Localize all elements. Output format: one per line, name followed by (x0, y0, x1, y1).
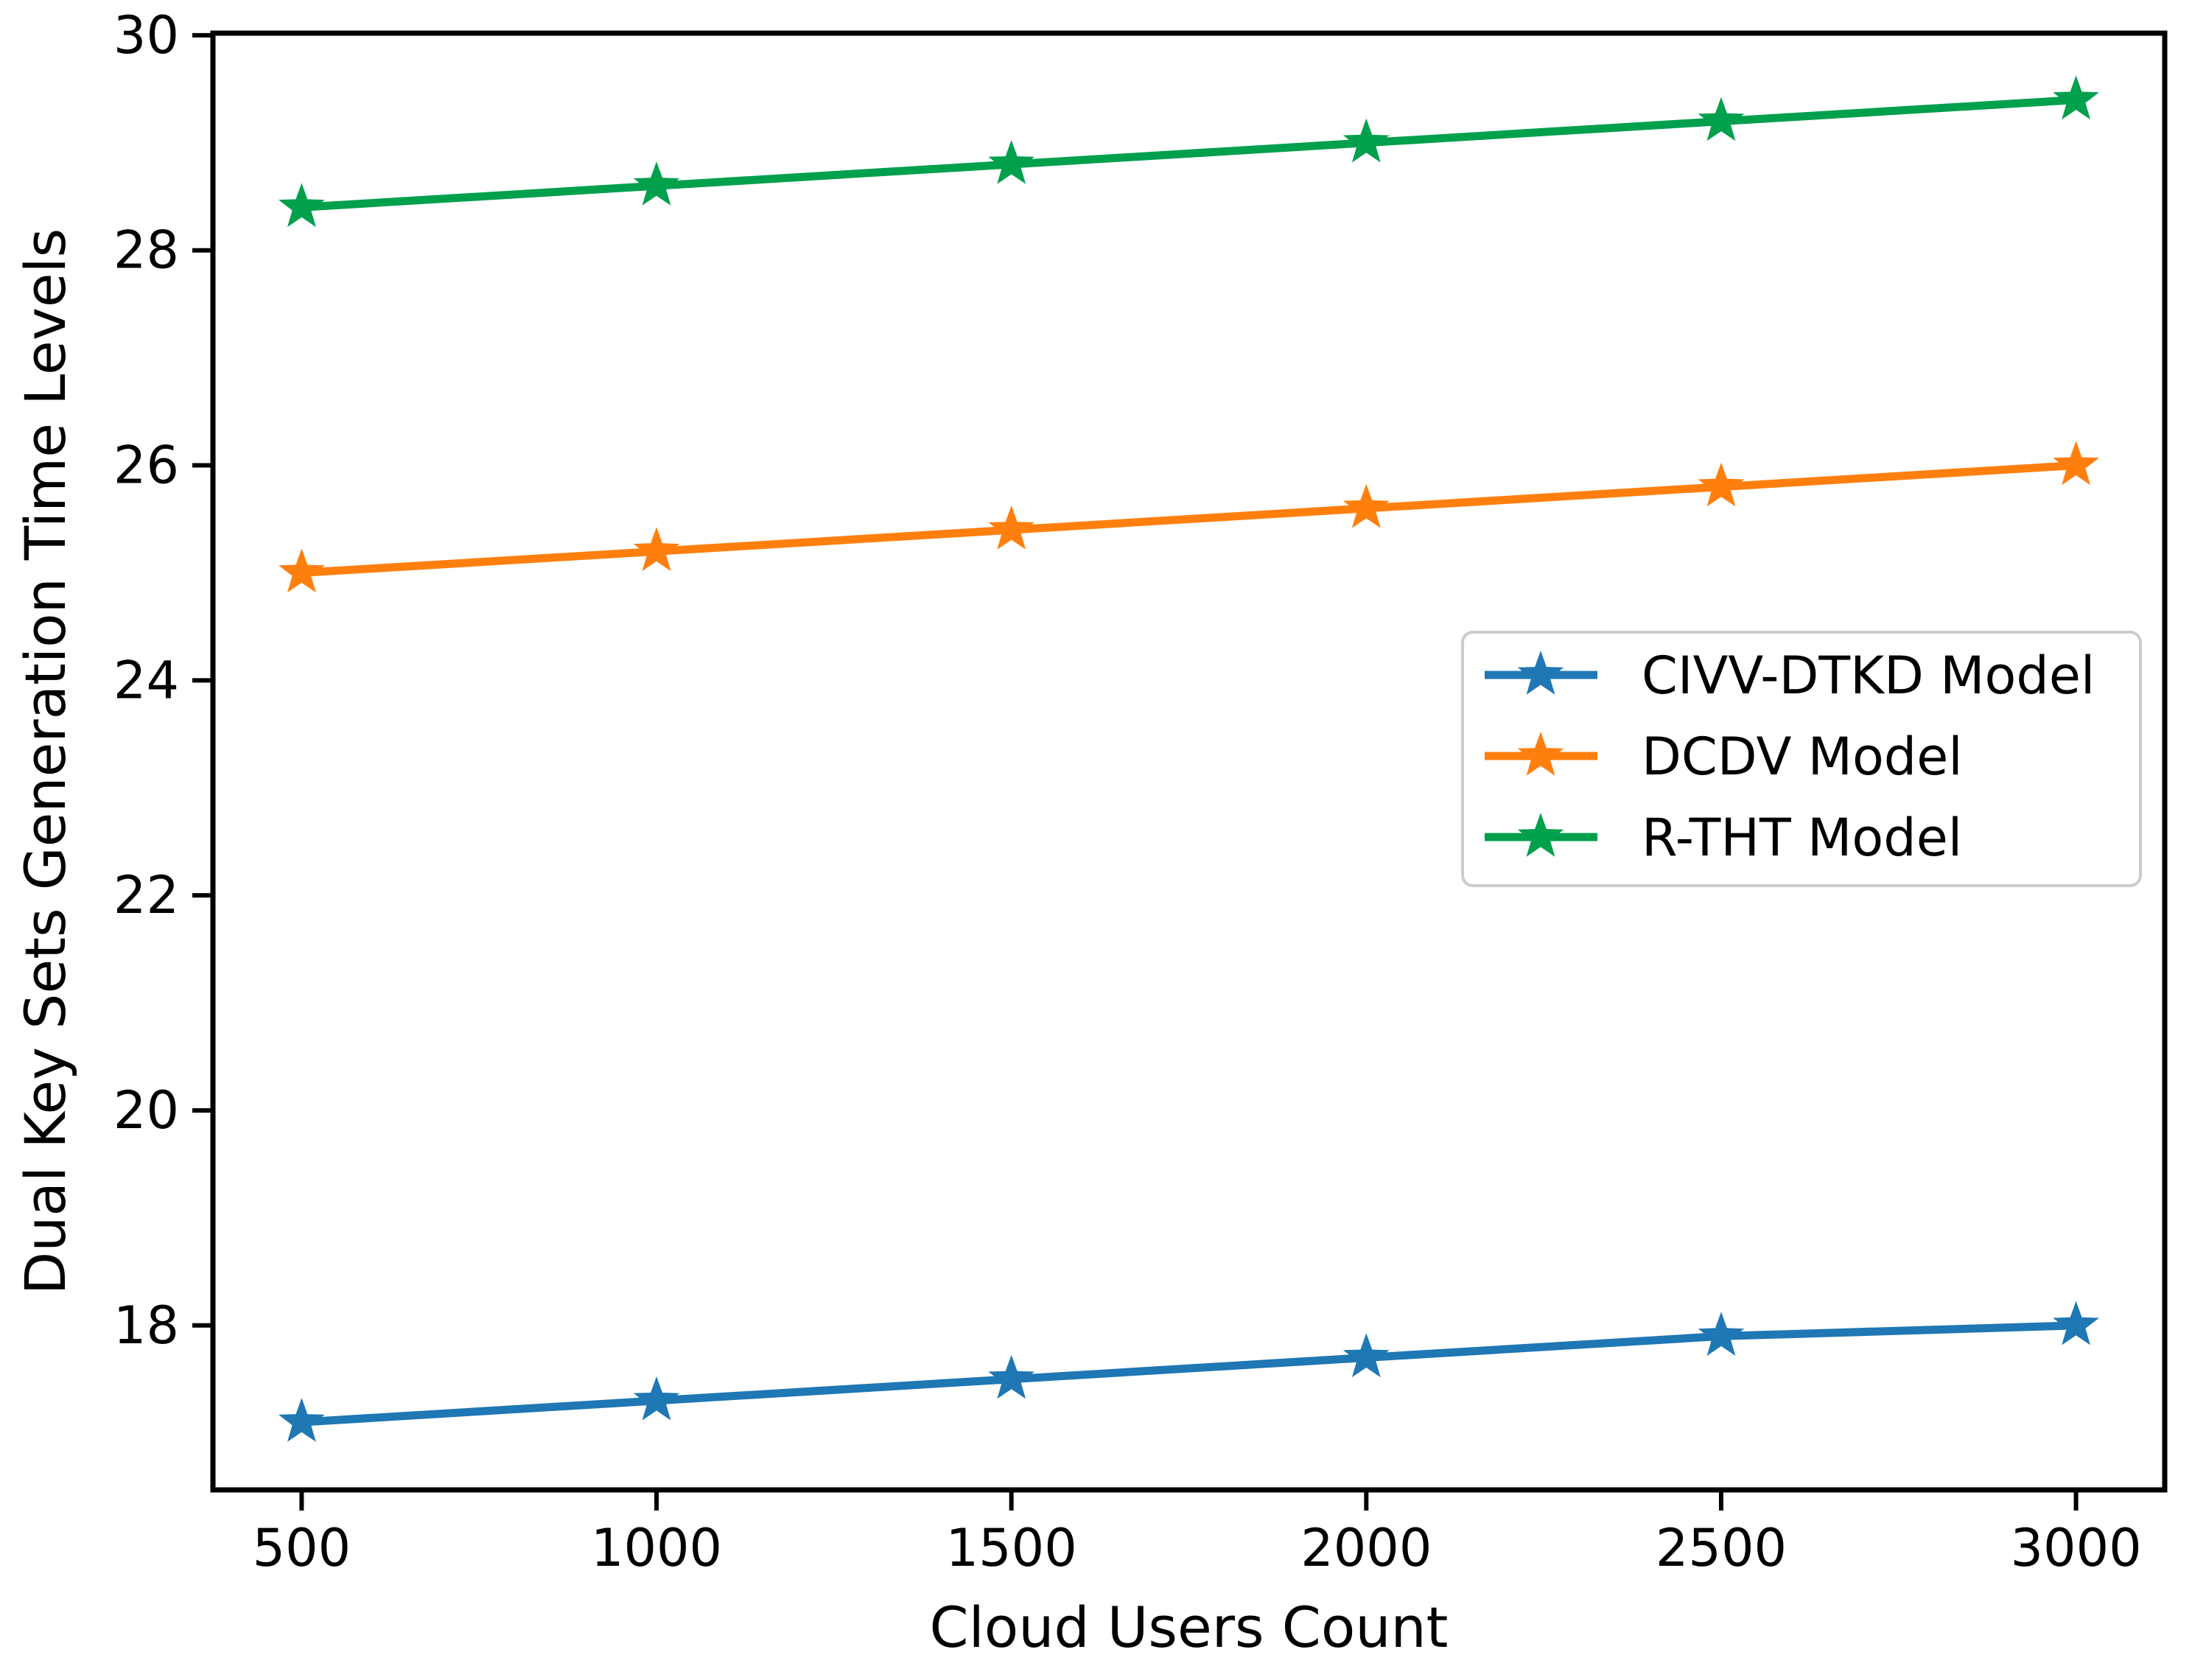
data-point-marker (1342, 118, 1390, 163)
data-point-marker (2053, 75, 2099, 120)
series-line-dcdv-model (297, 461, 2081, 577)
data-point-marker (279, 548, 325, 593)
y-axis-tick-label: 18 (113, 1295, 179, 1356)
y-axis-tick-label: 26 (113, 435, 179, 496)
data-point-marker (2053, 1301, 2099, 1345)
data-point-marker (1698, 1312, 1745, 1357)
x-axis-tick-label: 500 (253, 1518, 351, 1578)
x-axis-tick-label: 1000 (591, 1518, 722, 1578)
legend-label: CIVV-DTKD Model (1642, 645, 2095, 706)
x-axis-tick-label: 3000 (2011, 1518, 2142, 1578)
data-point-marker (279, 183, 325, 228)
legend-label: DCDV Model (1642, 727, 1963, 787)
x-axis-tick-label: 2000 (1300, 1518, 1432, 1578)
data-point-marker (633, 1376, 680, 1421)
x-axis-label: Cloud Users Count (930, 1595, 1449, 1660)
y-axis-tick-label: 22 (113, 865, 179, 925)
data-point-marker (279, 1398, 325, 1442)
legend-label: R-THT Model (1642, 808, 1962, 868)
data-point-marker (1342, 1333, 1390, 1378)
series-line-civv-dtkd-model (297, 1321, 2081, 1427)
data-point-marker (1698, 97, 1745, 141)
data-point-marker (1698, 462, 1745, 507)
legend-marker-star (1517, 651, 1564, 695)
y-axis-tick-label: 24 (113, 650, 179, 710)
data-point-marker (2053, 441, 2099, 486)
y-axis-tick-label: 20 (113, 1080, 179, 1141)
legend-box (1461, 631, 2142, 887)
y-axis-tick-label: 28 (113, 220, 179, 281)
x-axis-tick-label: 1500 (946, 1518, 1077, 1578)
data-point-marker (988, 1354, 1035, 1399)
legend-marker-star (1517, 732, 1564, 776)
data-point-marker (1342, 483, 1390, 528)
y-axis-label: Dual Key Sets Generation Time Levels (13, 228, 78, 1295)
data-point-marker (988, 505, 1035, 550)
data-point-marker (633, 527, 680, 571)
series-line-r-tht-model (297, 96, 2081, 211)
y-axis-tick-label: 30 (113, 5, 179, 66)
x-axis-tick-label: 2500 (1656, 1518, 1787, 1578)
data-point-marker (988, 140, 1035, 184)
data-point-marker (633, 161, 680, 206)
plot-border (210, 30, 2168, 1493)
legend-marker-star (1517, 813, 1564, 857)
